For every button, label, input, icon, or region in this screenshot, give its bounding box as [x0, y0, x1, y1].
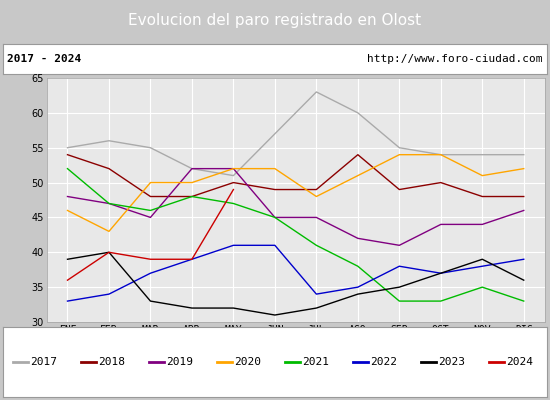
Text: 2018: 2018 — [98, 357, 125, 367]
Text: Evolucion del paro registrado en Olost: Evolucion del paro registrado en Olost — [129, 14, 421, 28]
Text: 2024: 2024 — [507, 357, 534, 367]
Text: http://www.foro-ciudad.com: http://www.foro-ciudad.com — [367, 54, 543, 64]
Text: 2020: 2020 — [234, 357, 261, 367]
Text: 2023: 2023 — [438, 357, 465, 367]
Text: 2022: 2022 — [370, 357, 397, 367]
Text: 2017 - 2024: 2017 - 2024 — [7, 54, 81, 64]
Text: 2019: 2019 — [166, 357, 193, 367]
Text: 2017: 2017 — [30, 357, 57, 367]
Text: 2021: 2021 — [302, 357, 329, 367]
